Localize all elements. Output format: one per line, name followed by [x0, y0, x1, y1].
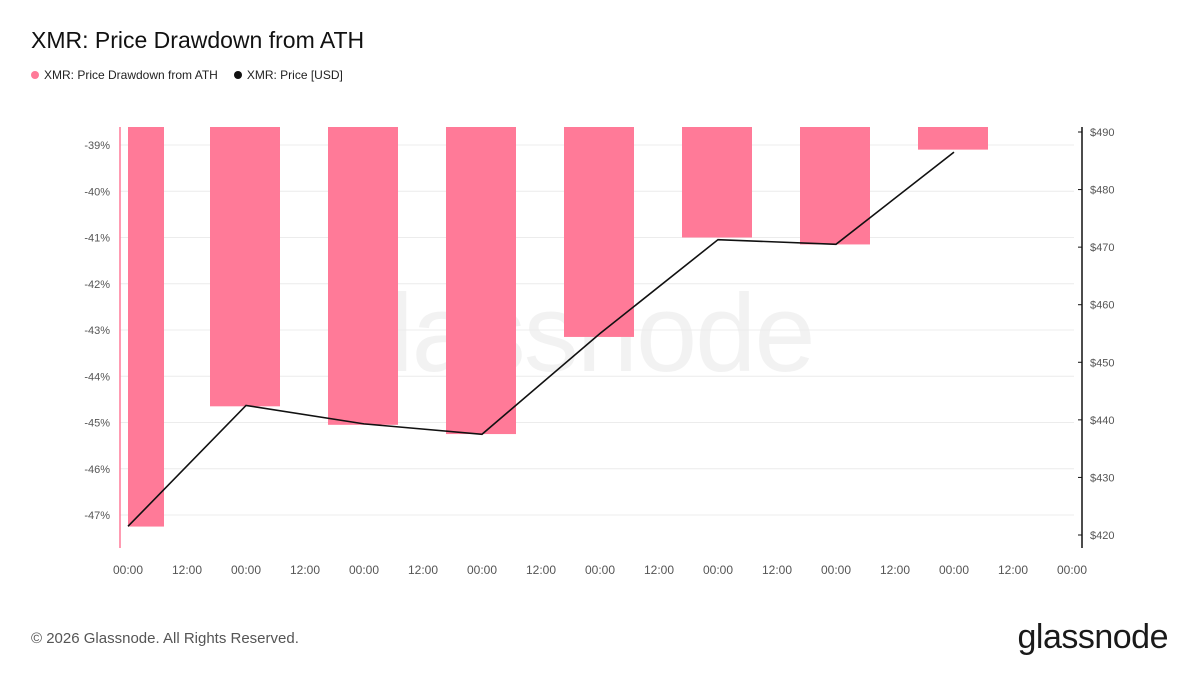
- x-tick-label: 00:00: [1057, 563, 1087, 577]
- drawdown-bar: [564, 127, 634, 337]
- x-tick-label: 00:00: [585, 563, 615, 577]
- legend-item-price[interactable]: XMR: Price [USD]: [233, 68, 343, 82]
- x-tick-label: 12:00: [408, 563, 438, 577]
- x-tick-label: 00:00: [113, 563, 143, 577]
- x-tick-label: 00:00: [231, 563, 261, 577]
- y-left-tick-label: -46%: [84, 464, 110, 476]
- legend-item-drawdown[interactable]: XMR: Price Drawdown from ATH: [31, 68, 218, 82]
- x-tick-label: 12:00: [290, 563, 320, 577]
- drawdown-bar: [682, 127, 752, 238]
- x-tick-label: 12:00: [998, 563, 1028, 577]
- y-left-tick-label: -42%: [84, 279, 110, 291]
- x-tick-label: 12:00: [526, 563, 556, 577]
- y-left-tick-label: -45%: [84, 418, 110, 430]
- y-left-tick-label: -39%: [84, 140, 110, 152]
- drawdown-bar: [800, 127, 870, 245]
- copyright-footer: © 2026 Glassnode. All Rights Reserved.: [31, 630, 299, 647]
- chart-title: XMR: Price Drawdown from ATH: [31, 27, 365, 53]
- y-right-tick-label: $460: [1090, 300, 1114, 312]
- drawdown-bar: [918, 127, 988, 150]
- y-right-tick-label: $490: [1090, 127, 1114, 139]
- y-right-tick-label: $470: [1090, 242, 1114, 254]
- x-tick-label: 12:00: [762, 563, 792, 577]
- x-tick-label: 00:00: [467, 563, 497, 577]
- drawdown-bar: [210, 127, 280, 407]
- y-right-tick-label: $480: [1090, 185, 1114, 197]
- legend-label-drawdown: XMR: Price Drawdown from ATH: [44, 68, 218, 82]
- legend: XMR: Price Drawdown from ATH XMR: Price …: [31, 68, 343, 82]
- x-tick-label: 00:00: [349, 563, 379, 577]
- chart: -39% -40% -41% -42% -43% -44% -45% -46% -47% $490…: [84, 127, 1114, 577]
- x-tick-label: 12:00: [880, 563, 910, 577]
- y-right-tick-label: $420: [1090, 530, 1114, 542]
- x-tick-label: 00:00: [821, 563, 851, 577]
- y-right-tick-label: $440: [1090, 415, 1114, 427]
- drawdown-bar: [328, 127, 398, 425]
- legend-label-price: XMR: Price [USD]: [246, 68, 343, 82]
- y-left-tick-label: -40%: [84, 186, 110, 198]
- glassnode-logo: glassnode: [1017, 618, 1168, 656]
- price-line: [127, 151, 955, 527]
- drawdown-bar: [128, 127, 164, 527]
- y-right-tick-label: $450: [1090, 357, 1114, 369]
- y-left-tick-label: -43%: [84, 325, 110, 337]
- x-tick-label: 12:00: [644, 563, 674, 577]
- legend-dot-drawdown: [31, 71, 39, 79]
- legend-dot-price: [233, 71, 242, 79]
- x-tick-label: 12:00: [172, 563, 202, 577]
- x-tick-label: 00:00: [939, 563, 969, 577]
- y-left-tick-label: -41%: [84, 233, 110, 245]
- drawdown-bar: [446, 127, 516, 435]
- y-left-tick-label: -47%: [84, 510, 110, 522]
- x-tick-label: 00:00: [703, 563, 733, 577]
- y-right-tick-label: $430: [1090, 472, 1114, 484]
- y-left-tick-label: -44%: [84, 371, 110, 383]
